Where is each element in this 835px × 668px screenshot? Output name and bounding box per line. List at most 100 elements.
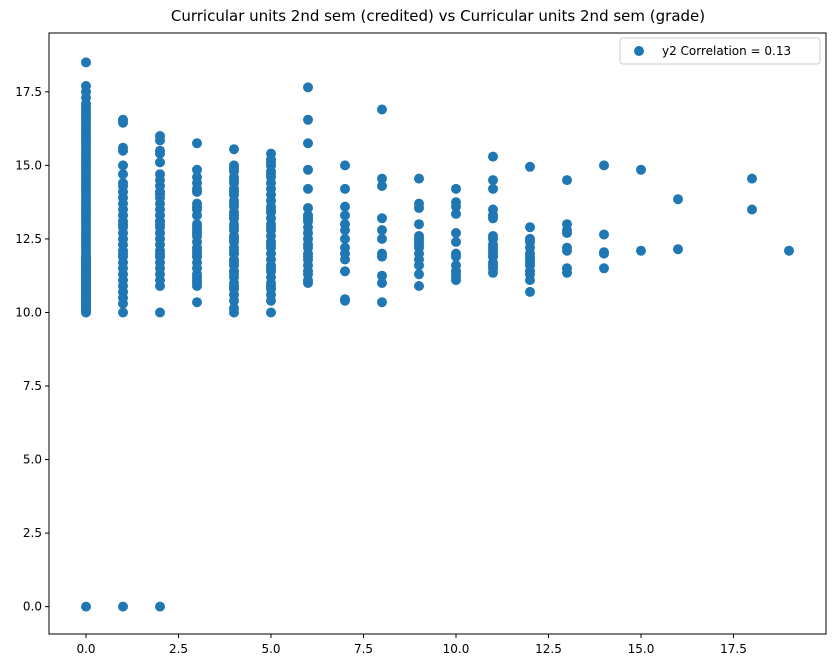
data-point (192, 186, 202, 197)
data-point (266, 169, 276, 180)
chart-title: Curricular units 2nd sem (credited) vs C… (171, 7, 705, 25)
x-tick-label: 0.0 (76, 642, 95, 656)
data-point (784, 245, 794, 256)
data-point (377, 104, 387, 115)
data-point (81, 253, 91, 263)
data-point (192, 278, 202, 288)
data-point (451, 248, 461, 259)
data-point (451, 236, 461, 247)
data-point (340, 160, 350, 171)
data-point (192, 178, 202, 188)
data-point (303, 82, 313, 93)
y-tick-label: 5.0 (23, 453, 42, 467)
data-point (636, 245, 646, 256)
data-point (562, 245, 572, 256)
data-point (340, 225, 350, 236)
data-point (377, 251, 387, 262)
data-point (229, 295, 239, 306)
x-axis: 0.0 2.5 5.0 7.5 10.0 12.5 15.0 17.5 (76, 634, 747, 656)
data-point (525, 257, 535, 268)
data-point (155, 307, 165, 318)
data-point (229, 186, 239, 197)
data-point (377, 270, 387, 281)
data-point (562, 267, 572, 278)
data-point (229, 198, 239, 209)
y-tick-label: 0.0 (23, 600, 42, 614)
data-point (340, 210, 350, 221)
data-point (81, 57, 91, 68)
data-point (303, 114, 313, 125)
data-point (192, 245, 202, 256)
data-point (303, 266, 313, 277)
data-point (377, 173, 387, 184)
data-point (488, 213, 498, 224)
y-axis: 0.0 2.5 5.0 7.5 10.0 12.5 15.0 17.5 (15, 85, 49, 614)
data-point (488, 242, 498, 253)
data-point (155, 148, 165, 159)
data-point (118, 601, 128, 612)
data-point (562, 175, 572, 186)
data-point (266, 263, 276, 274)
data-point (229, 233, 239, 244)
data-point (303, 203, 313, 213)
data-point (155, 219, 165, 230)
data-point (303, 164, 313, 175)
data-point (414, 269, 424, 280)
legend-label: y2 Correlation = 0.13 (662, 44, 791, 58)
data-point (155, 248, 165, 259)
data-point (377, 233, 387, 244)
data-point (118, 145, 128, 156)
data-point (266, 204, 276, 215)
y-tick-label: 17.5 (15, 85, 42, 99)
data-point (155, 189, 165, 200)
legend-marker (634, 46, 644, 56)
data-point (192, 138, 202, 149)
data-point (488, 183, 498, 194)
data-point (414, 203, 424, 213)
data-point (673, 194, 683, 205)
y-tick-label: 7.5 (23, 379, 42, 393)
data-point (488, 267, 498, 278)
data-point (118, 307, 128, 318)
data-point (81, 601, 91, 612)
x-tick-label: 2.5 (169, 642, 188, 656)
data-point (414, 173, 424, 184)
data-point (229, 210, 239, 221)
y-tick-label: 15.0 (15, 158, 42, 172)
x-tick-label: 7.5 (354, 642, 373, 656)
data-point (340, 254, 350, 265)
data-point (155, 135, 165, 146)
data-point (229, 269, 239, 280)
data-point (118, 248, 128, 259)
data-point (414, 281, 424, 291)
data-point (599, 160, 609, 171)
data-point (340, 295, 350, 306)
data-point (636, 164, 646, 175)
data-point (377, 278, 387, 288)
data-point (303, 278, 313, 288)
legend-box (619, 37, 821, 65)
data-point (229, 163, 239, 174)
y-tick-label: 10.0 (15, 305, 42, 319)
data-point (155, 281, 165, 291)
data-point (155, 157, 165, 168)
data-point (229, 222, 239, 233)
data-point (266, 222, 276, 233)
data-point (192, 164, 202, 175)
x-tick-label: 12.5 (535, 642, 562, 656)
data-point (414, 219, 424, 230)
data-point (599, 248, 609, 259)
data-point (673, 244, 683, 255)
data-point (303, 138, 313, 149)
data-point (377, 225, 387, 236)
data-point (599, 263, 609, 274)
data-point (377, 181, 387, 191)
y-tick-label: 2.5 (23, 526, 42, 540)
data-point (525, 161, 535, 172)
x-tick-label: 10.0 (443, 642, 470, 656)
data-point (118, 298, 128, 309)
data-point (414, 260, 424, 271)
data-point (747, 204, 757, 215)
